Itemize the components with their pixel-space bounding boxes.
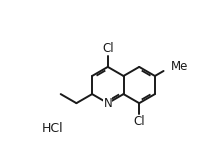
Text: HCl: HCl [42,122,63,135]
Text: Cl: Cl [133,115,144,128]
Text: Cl: Cl [101,42,113,55]
Text: Me: Me [170,60,187,73]
Text: N: N [103,97,112,110]
